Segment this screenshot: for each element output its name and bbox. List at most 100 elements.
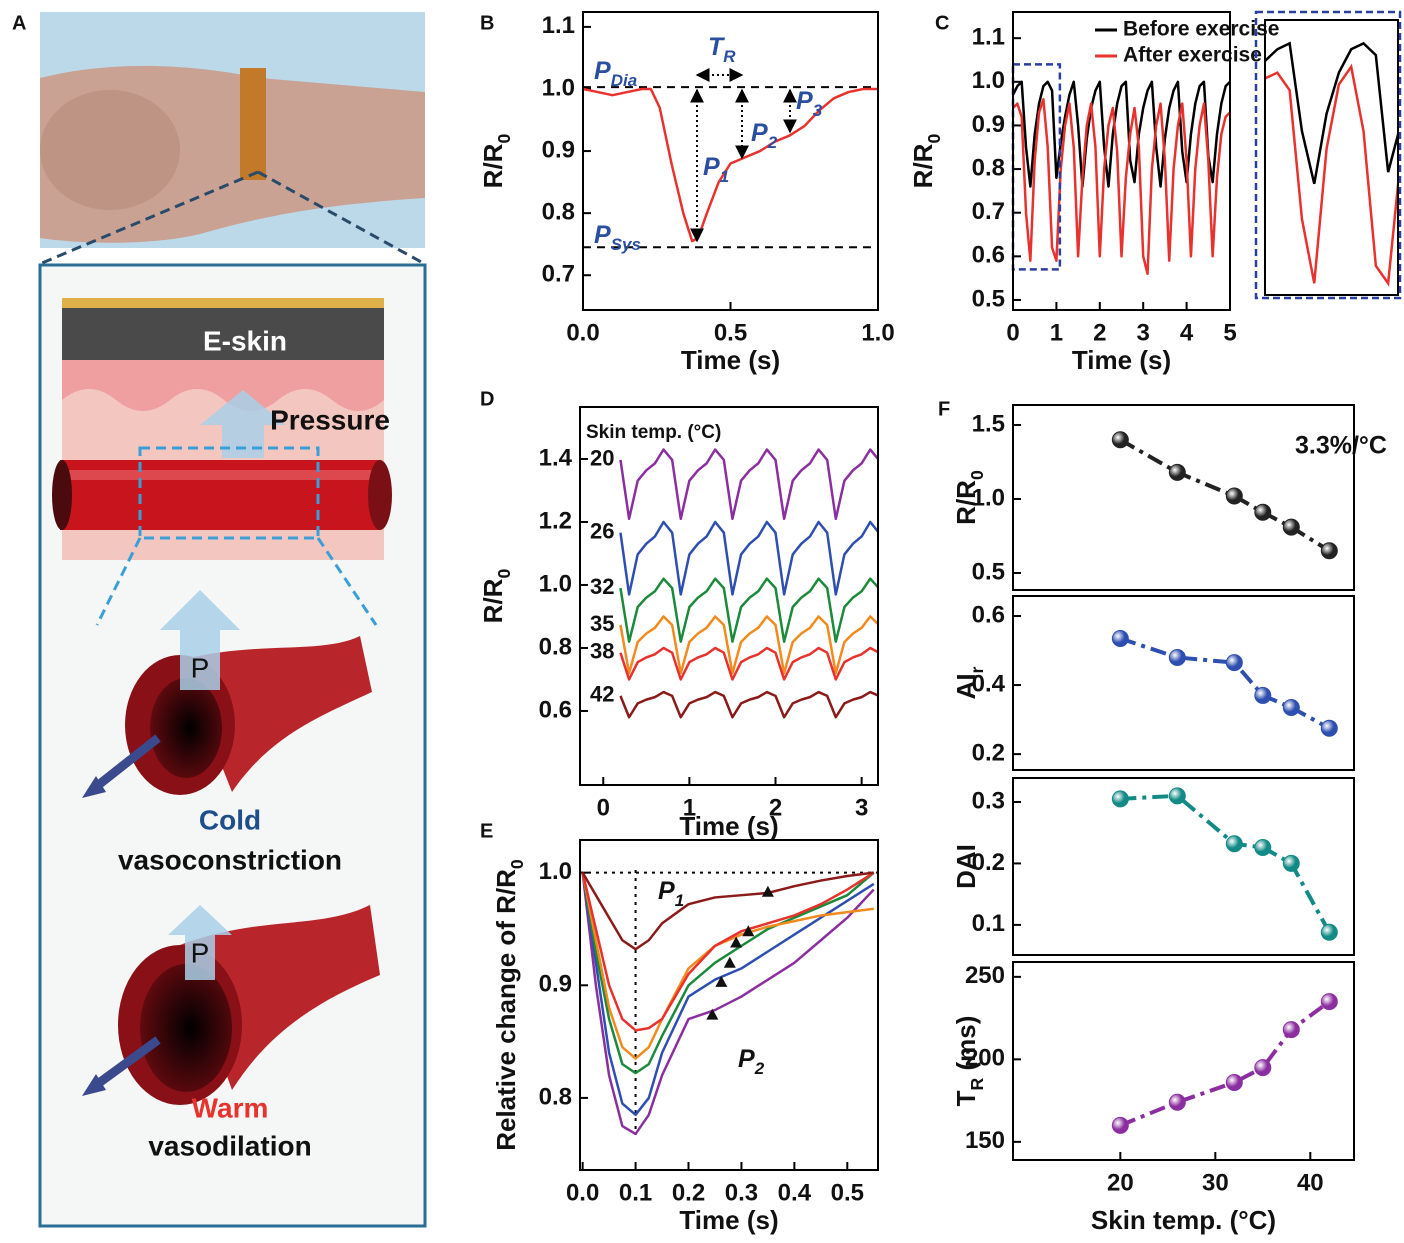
- hand-shade: [40, 90, 180, 210]
- annotation: 3.3%/°C: [1295, 432, 1387, 460]
- inset-outline: [1256, 12, 1400, 298]
- x-tick-label: 0: [1006, 319, 1019, 346]
- label-text: Relative change of R/R: [491, 869, 521, 1151]
- label-text: P: [594, 57, 611, 85]
- y-tick-label: 0.6: [972, 601, 1005, 628]
- subscript: 0: [494, 134, 514, 144]
- subscript: 3: [813, 101, 823, 120]
- x-tick-label: 3: [855, 794, 868, 821]
- figure: A E-skin Pressure P Cold vasoconstrictio…: [0, 0, 1404, 1238]
- data-point: [1255, 839, 1271, 855]
- y-tick-label: 0.7: [972, 198, 1005, 225]
- warm-label: Warm: [192, 1092, 269, 1123]
- label-text: P: [703, 153, 720, 181]
- subscript: 1: [720, 167, 729, 186]
- panel-label: F: [938, 398, 950, 420]
- series-line: [620, 692, 878, 717]
- series-label: 26: [590, 518, 614, 543]
- data-point: [1321, 720, 1337, 736]
- label-text: R/R: [951, 480, 981, 525]
- cold-label: Cold: [199, 804, 261, 835]
- y-axis-label: R/R0: [478, 134, 514, 189]
- label-text: P: [738, 1045, 755, 1073]
- data-point: [1112, 432, 1128, 448]
- subscript: 2: [767, 133, 778, 152]
- annotation: PDia: [594, 57, 637, 90]
- series-line: [620, 648, 878, 680]
- y-tick-label: 0.5: [972, 285, 1005, 312]
- data-point: [1321, 994, 1337, 1010]
- data-point: [1283, 855, 1299, 871]
- data-point: [1255, 504, 1271, 520]
- label-text: R/R: [908, 143, 938, 188]
- data-point: [1226, 488, 1242, 504]
- e-skin-label: E-skin: [203, 325, 287, 356]
- annotation: P3: [796, 87, 823, 120]
- y-tick-label: 0.6: [539, 696, 572, 723]
- y-axis-label: Relative change of R/R0: [491, 859, 527, 1151]
- x-tick-label: 40: [1297, 1169, 1324, 1196]
- data-point: [1169, 1094, 1185, 1110]
- data-point: [1226, 836, 1242, 852]
- x-axis-label: Time (s): [1072, 345, 1171, 375]
- y-tick-label: 1.5: [972, 410, 1005, 437]
- vasoconstriction-label: vasoconstriction: [118, 844, 342, 875]
- x-tick-label: 0.4: [778, 1179, 812, 1206]
- subscript: 0: [494, 569, 514, 579]
- y-tick-label: 0.8: [542, 198, 575, 225]
- x-axis-label: Time (s): [679, 811, 778, 841]
- x-tick-label: 30: [1202, 1169, 1229, 1196]
- plot-frame: [1013, 778, 1354, 955]
- series-label: 20: [590, 446, 614, 471]
- data-point: [1169, 788, 1185, 804]
- x-axis-label: Time (s): [679, 1205, 778, 1235]
- series-line: [1120, 638, 1329, 728]
- y-tick-label: 0.5: [972, 558, 1005, 585]
- plot-frame: [1013, 596, 1354, 770]
- subscript: 0: [507, 859, 527, 869]
- y-tick-label: 1.0: [972, 67, 1005, 94]
- label-text: DAI: [951, 844, 981, 889]
- x-tick-label: 20: [1107, 1169, 1134, 1196]
- y-tick-label: 0.8: [539, 1083, 572, 1110]
- subscript: 0: [967, 470, 987, 480]
- e-skin-band: [240, 68, 266, 180]
- y-tick-label: 0.3: [972, 787, 1005, 814]
- inset-frame: [1265, 20, 1398, 295]
- series-line: [1013, 99, 1230, 274]
- label-text: P: [796, 87, 813, 115]
- subscript: 0: [924, 134, 944, 144]
- y-tick-label: 1.0: [539, 570, 572, 597]
- panel-label: B: [480, 12, 494, 34]
- series-line: [583, 89, 878, 241]
- inset-line: [1265, 67, 1404, 301]
- series-label: 32: [590, 574, 614, 599]
- label-text: T: [951, 1090, 981, 1106]
- label-text: AI: [951, 673, 981, 699]
- plot-frame: [580, 407, 878, 785]
- y-tick-label: 0.7: [542, 261, 575, 288]
- label-text: R/R: [478, 578, 508, 623]
- data-point: [1112, 791, 1128, 807]
- p-label: P: [191, 652, 210, 683]
- page: A E-skin Pressure P Cold vasoconstrictio…: [0, 0, 1404, 1243]
- panel-a: A E-skin Pressure P Cold vasoconstrictio…: [12, 12, 425, 1226]
- data-point: [1321, 543, 1337, 559]
- series-label: 35: [590, 611, 614, 636]
- x-tick-label: 2: [1093, 319, 1106, 346]
- data-point: [1112, 1117, 1128, 1133]
- y-tick-label: 0.2: [972, 739, 1005, 766]
- electrode-layer: [62, 298, 384, 308]
- vasodilation-label: vasodilation: [148, 1130, 311, 1161]
- subscript: Dia: [611, 71, 637, 90]
- y-tick-label: 0.8: [539, 633, 572, 660]
- data-point: [1169, 649, 1185, 665]
- x-axis-label: Skin temp. (°C): [1091, 1205, 1276, 1235]
- data-point: [1169, 464, 1185, 480]
- series-line: [620, 450, 878, 519]
- subscript: 1: [675, 891, 684, 910]
- data-point: [1321, 924, 1337, 940]
- y-tick-label: 1.0: [542, 74, 575, 101]
- artery-end: [368, 460, 392, 530]
- data-point: [1226, 1074, 1242, 1090]
